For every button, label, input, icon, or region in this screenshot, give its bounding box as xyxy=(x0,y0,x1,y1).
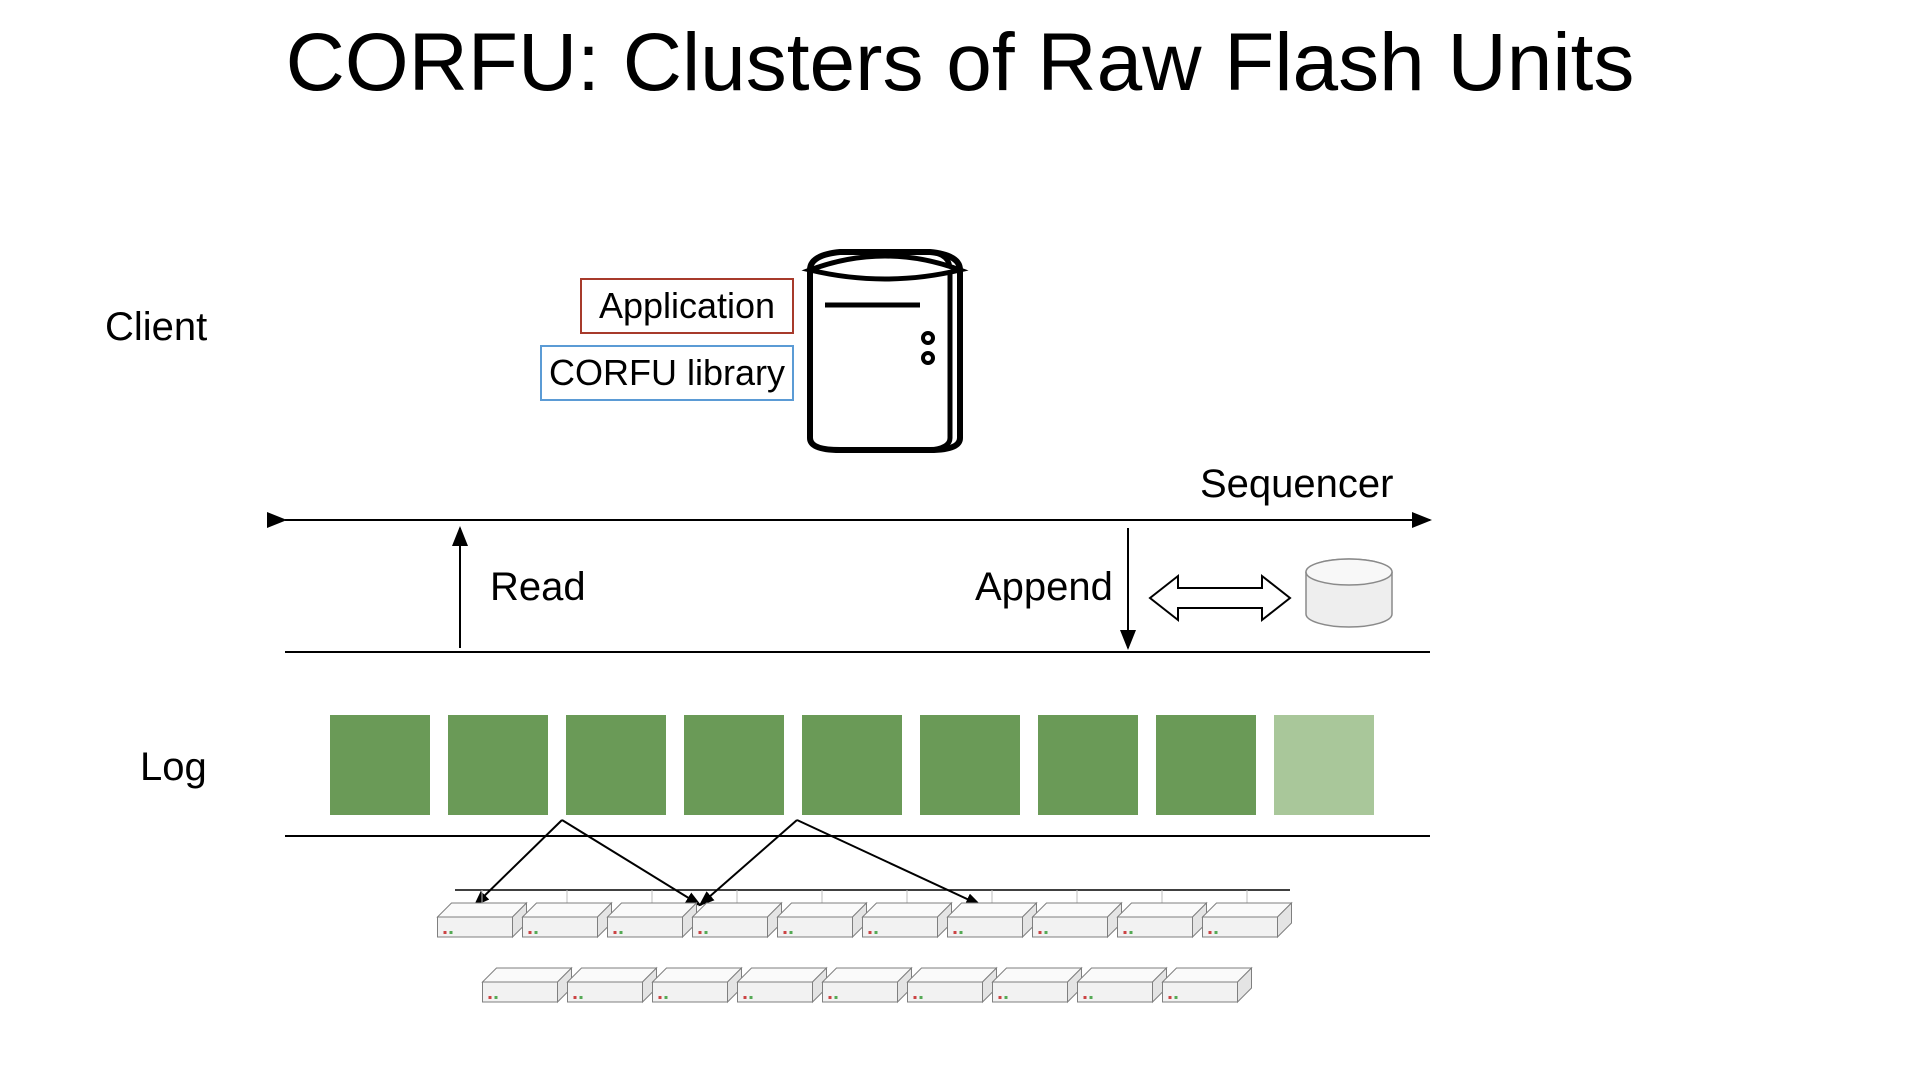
application-box: Application xyxy=(580,278,794,334)
log-label: Log xyxy=(140,745,207,790)
flash-unit-icon xyxy=(1203,903,1292,937)
sequencer-cylinder-icon xyxy=(1306,559,1392,627)
flash-unit-icon xyxy=(1078,968,1167,1002)
flash-unit-icon xyxy=(438,903,527,937)
append-label: Append xyxy=(975,565,1113,610)
flash-unit-icon xyxy=(1163,968,1252,1002)
flash-unit-icon xyxy=(568,968,657,1002)
log-block xyxy=(802,715,902,815)
flash-unit-icon xyxy=(1033,903,1122,937)
flash-unit-icon xyxy=(948,903,1037,937)
flash-unit-icon xyxy=(483,968,572,1002)
log-block xyxy=(920,715,1020,815)
flash-unit-icon xyxy=(863,903,952,937)
flash-units xyxy=(438,903,1292,1002)
flash-unit-icon xyxy=(523,903,612,937)
flash-unit-icon xyxy=(1118,903,1207,937)
flash-unit-icon xyxy=(908,968,997,1002)
slide-root: CORFU: Clusters of Raw Flash Units Clien… xyxy=(0,0,1920,1080)
flash-unit-icon xyxy=(653,968,742,1002)
log-block xyxy=(1038,715,1138,815)
log-block xyxy=(684,715,784,815)
flash-unit-icon xyxy=(778,903,867,937)
flash-unit-icon xyxy=(738,968,827,1002)
corfu-library-box: CORFU library xyxy=(540,345,794,401)
bus-stubs xyxy=(482,890,1247,905)
log-block xyxy=(330,715,430,815)
client-label: Client xyxy=(105,305,207,350)
sequencer-label: Sequencer xyxy=(1200,462,1393,507)
slide-title: CORFU: Clusters of Raw Flash Units xyxy=(0,20,1920,106)
mapping-lines xyxy=(475,820,980,905)
log-block xyxy=(448,715,548,815)
log-block xyxy=(566,715,666,815)
flash-unit-icon xyxy=(608,903,697,937)
diagram-canvas xyxy=(0,0,1920,1080)
flash-unit-icon xyxy=(693,903,782,937)
log-block xyxy=(1156,715,1256,815)
log-block xyxy=(1274,715,1374,815)
server-icon xyxy=(810,252,960,450)
flash-unit-icon xyxy=(993,968,1082,1002)
double-arrow-icon xyxy=(1150,576,1290,620)
flash-unit-icon xyxy=(823,968,912,1002)
read-label: Read xyxy=(490,565,586,610)
